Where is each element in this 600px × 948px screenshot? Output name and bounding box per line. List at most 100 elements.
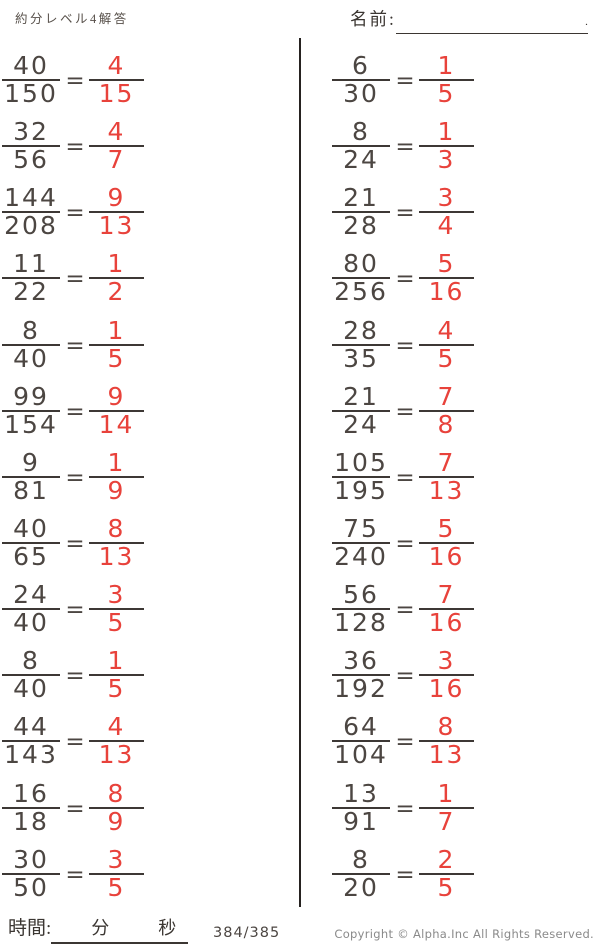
answer-numerator: 9 — [89, 185, 144, 214]
question-numerator: 44 — [2, 714, 60, 743]
problem-row: 28 35 = 4 5 — [332, 313, 474, 379]
question-denominator: 154 — [4, 409, 58, 439]
question-numerator: 24 — [2, 582, 60, 611]
answer-numerator: 4 — [89, 53, 144, 82]
question-fraction: 32 56 — [2, 119, 60, 175]
equals-sign: = — [65, 200, 85, 227]
equals-sign: = — [395, 266, 415, 293]
question-numerator: 16 — [2, 781, 60, 809]
equals-sign: = — [65, 464, 85, 491]
question-denominator: 35 — [343, 343, 379, 373]
answer-numerator: 4 — [89, 714, 144, 743]
answer-denominator: 9 — [107, 806, 126, 836]
equals-sign: = — [395, 663, 415, 690]
answer-fraction: 5 16 — [419, 516, 474, 572]
question-numerator: 40 — [2, 516, 60, 545]
name-blank-line: . — [395, 12, 588, 34]
answer-numerator: 1 — [419, 119, 474, 148]
question-fraction: 9 81 — [2, 450, 60, 506]
question-numerator: 21 — [332, 185, 390, 214]
question-denominator: 208 — [4, 211, 58, 241]
answer-denominator: 5 — [437, 343, 456, 373]
answer-denominator: 5 — [107, 674, 126, 704]
problem-row: 11 22 = 1 2 — [2, 246, 144, 312]
answer-fraction: 4 13 — [89, 714, 144, 770]
answer-numerator: 7 — [419, 384, 474, 412]
question-denominator: 240 — [334, 542, 388, 572]
question-denominator: 24 — [343, 409, 379, 439]
question-fraction: 36 192 — [332, 648, 390, 704]
equals-sign: = — [65, 531, 85, 558]
question-numerator: 99 — [2, 384, 60, 412]
question-numerator: 56 — [332, 582, 390, 611]
question-fraction: 80 256 — [332, 251, 390, 307]
question-numerator: 28 — [332, 318, 390, 346]
question-denominator: 50 — [13, 872, 49, 902]
answer-numerator: 3 — [419, 648, 474, 677]
equals-sign: = — [395, 68, 415, 95]
answer-denominator: 16 — [428, 674, 465, 704]
question-numerator: 32 — [2, 119, 60, 148]
question-fraction: 40 65 — [2, 516, 60, 572]
equals-sign: = — [395, 729, 415, 756]
problems-column-left: 40 150 = 4 15 32 56 = 4 7 144 208 = 9 13 — [2, 48, 144, 908]
name-label: 名前: — [350, 9, 396, 29]
answer-numerator: 5 — [419, 516, 474, 545]
answer-fraction: 7 13 — [419, 450, 474, 506]
answer-denominator: 3 — [437, 145, 456, 175]
page-number: 384/385 — [213, 925, 281, 941]
equals-sign: = — [65, 597, 85, 624]
answer-denominator: 16 — [428, 277, 465, 307]
minutes-label: 分 — [91, 918, 110, 938]
question-denominator: 28 — [343, 211, 379, 241]
equals-sign: = — [65, 134, 85, 161]
answer-denominator: 2 — [107, 277, 126, 307]
problem-row: 56 128 = 7 16 — [332, 577, 474, 643]
problem-row: 144 208 = 9 13 — [2, 180, 144, 246]
problem-row: 32 56 = 4 7 — [2, 114, 144, 180]
question-denominator: 143 — [4, 740, 58, 770]
equals-sign: = — [395, 861, 415, 888]
equals-sign: = — [65, 68, 85, 95]
question-numerator: 8 — [332, 847, 390, 875]
answer-fraction: 3 4 — [419, 185, 474, 241]
question-denominator: 18 — [13, 806, 49, 836]
question-numerator: 80 — [332, 251, 390, 280]
answer-fraction: 8 13 — [89, 516, 144, 572]
question-fraction: 44 143 — [2, 714, 60, 770]
question-fraction: 11 22 — [2, 251, 60, 307]
problem-row: 6 30 = 1 5 — [332, 48, 474, 114]
answer-fraction: 3 5 — [89, 847, 144, 903]
question-denominator: 56 — [13, 145, 49, 175]
answer-denominator: 7 — [107, 145, 126, 175]
equals-sign: = — [395, 332, 415, 359]
equals-sign: = — [395, 597, 415, 624]
question-numerator: 64 — [332, 714, 390, 743]
problem-row: 40 65 = 8 13 — [2, 511, 144, 577]
answer-numerator: 8 — [89, 781, 144, 809]
question-denominator: 40 — [13, 674, 49, 704]
question-numerator: 75 — [332, 516, 390, 545]
answer-denominator: 5 — [107, 872, 126, 902]
answer-fraction: 5 16 — [419, 251, 474, 307]
problem-row: 36 192 = 3 16 — [332, 643, 474, 709]
answer-fraction: 1 2 — [89, 251, 144, 307]
question-fraction: 144 208 — [2, 185, 60, 241]
seconds-label: 秒 — [158, 918, 177, 938]
answer-fraction: 8 13 — [419, 714, 474, 770]
problem-row: 13 91 = 1 7 — [332, 776, 474, 842]
question-fraction: 16 18 — [2, 781, 60, 837]
question-denominator: 24 — [343, 145, 379, 175]
question-denominator: 40 — [13, 608, 49, 638]
answer-fraction: 7 8 — [419, 384, 474, 440]
question-fraction: 64 104 — [332, 714, 390, 770]
question-denominator: 20 — [343, 872, 379, 902]
question-numerator: 40 — [2, 53, 60, 82]
question-denominator: 30 — [343, 79, 379, 109]
question-numerator: 8 — [2, 648, 60, 677]
answer-denominator: 5 — [107, 343, 126, 373]
question-fraction: 40 150 — [2, 53, 60, 109]
problem-row: 99 154 = 9 14 — [2, 379, 144, 445]
equals-sign: = — [65, 861, 85, 888]
name-field: 名前: . — [350, 6, 588, 34]
